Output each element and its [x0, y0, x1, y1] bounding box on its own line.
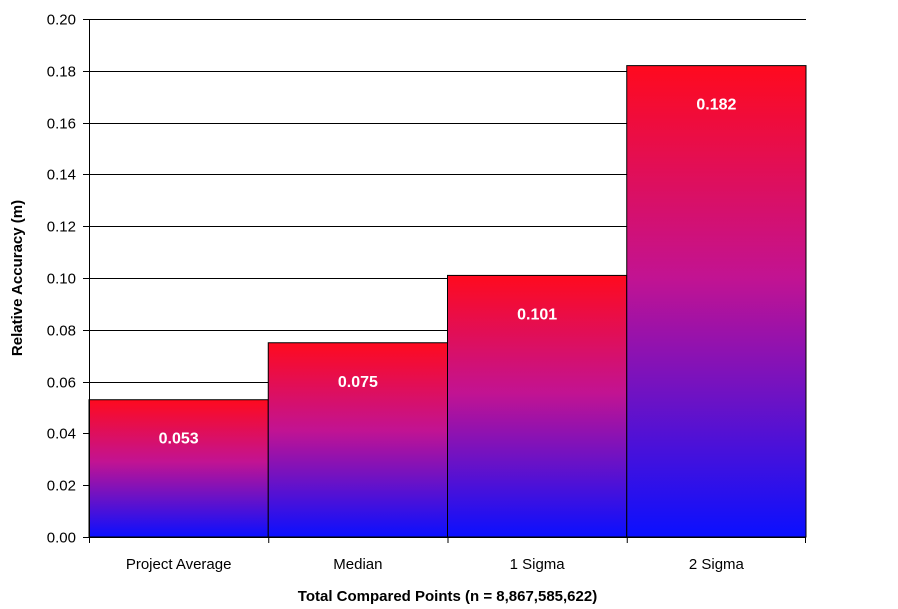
- y-tick-label: 0.12: [47, 219, 76, 236]
- data-label: 0.101: [517, 306, 557, 323]
- bar: [447, 274, 628, 538]
- y-tick-label: 0.10: [47, 271, 76, 288]
- y-axis-title: Relative Accuracy (m): [9, 200, 26, 356]
- x-axis-title: Total Compared Points (n = 8,867,585,622…: [298, 588, 597, 605]
- data-label: 0.075: [338, 374, 378, 391]
- data-label: 0.182: [696, 97, 736, 114]
- y-tick-label: 0.08: [47, 323, 76, 340]
- y-tick-label: 0.16: [47, 116, 76, 133]
- x-category-label: Project Average: [126, 556, 232, 573]
- y-tick-label: 0.14: [47, 167, 76, 184]
- x-category-label: 1 Sigma: [510, 556, 566, 573]
- bar: [267, 342, 448, 538]
- data-label: 0.053: [159, 431, 199, 448]
- y-tick-label: 0.18: [47, 64, 76, 81]
- bars: [88, 65, 807, 538]
- x-category-label: Median: [333, 556, 382, 573]
- y-tick-label: 0.20: [47, 12, 76, 29]
- bar: [626, 65, 807, 538]
- bar: [88, 399, 269, 538]
- y-tick-label: 0.00: [47, 530, 76, 547]
- y-tick-label: 0.06: [47, 375, 76, 392]
- axes: [83, 19, 806, 543]
- x-category-label: 2 Sigma: [689, 556, 745, 573]
- y-tick-label: 0.04: [47, 426, 76, 443]
- y-tick-label: 0.02: [47, 478, 76, 495]
- labels: 0.00 0.02 0.04 0.06 0.08 0.10 0.12 0.14 0.16 0.18…: [47, 12, 745, 574]
